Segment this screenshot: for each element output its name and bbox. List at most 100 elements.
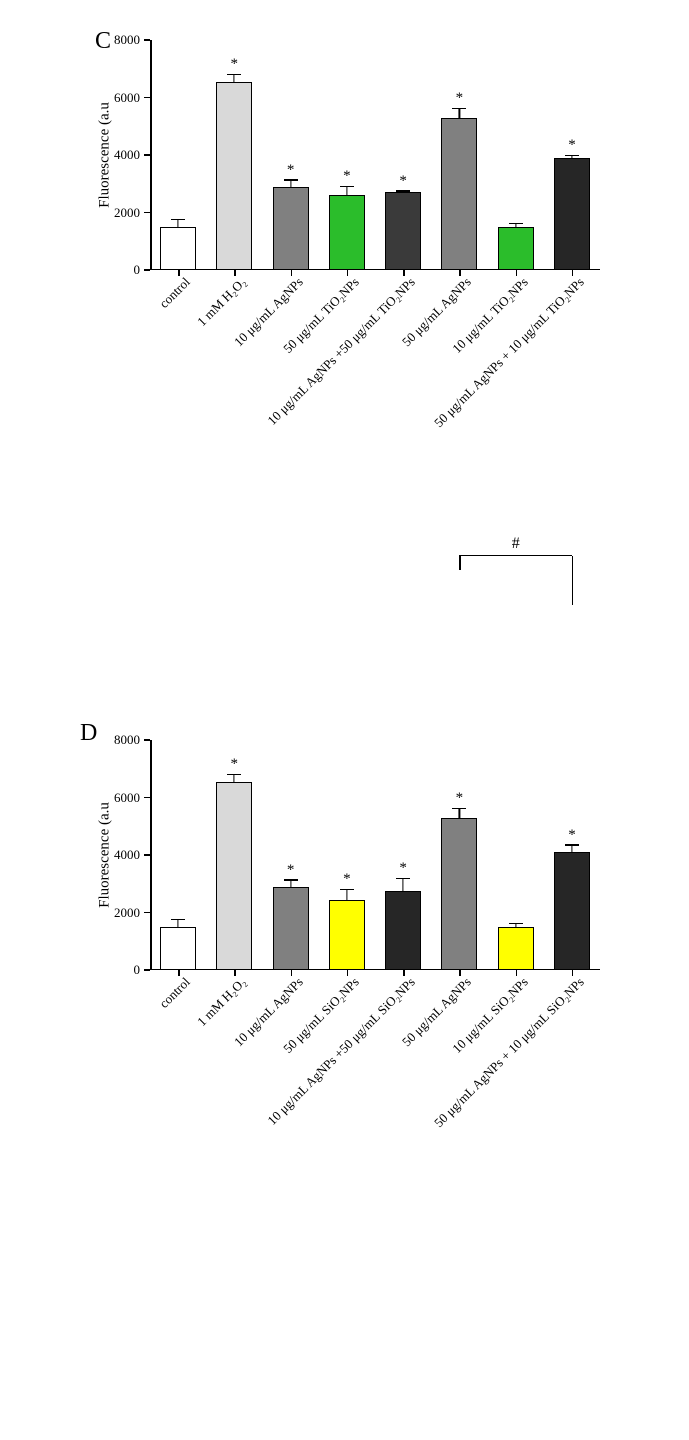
bar-slot: 10 μg/mL AgNPs* [273, 887, 309, 970]
bar [498, 927, 534, 970]
error-bar [403, 878, 404, 892]
bars-container: control1 mM H₂O₂*10 μg/mL AgNPs*50 μg/mL… [150, 40, 600, 270]
significance-marker: * [287, 163, 295, 178]
chart-area: 02000400060008000Fluorescence (a.ucontro… [100, 20, 640, 390]
bar-slot: 50 μg/mL AgNPs + 10 μg/mL TiO₂NPs* [554, 158, 590, 270]
significance-marker: * [399, 861, 407, 876]
bar: * [554, 158, 590, 270]
y-axis-title: Fluorescence (a.u [97, 802, 114, 908]
x-tick-label: 1 mM H₂O₂ [194, 274, 250, 330]
error-bar [346, 186, 347, 196]
error-bar [234, 74, 235, 83]
bar-slot: 50 μg/mL SiO₂NPs* [329, 900, 365, 970]
error-cap [396, 878, 410, 879]
significance-marker: * [231, 57, 239, 72]
error-cap [227, 774, 241, 775]
x-tick [403, 270, 405, 276]
significance-marker: * [343, 872, 351, 887]
plot: 02000400060008000Fluorescence (a.ucontro… [150, 740, 600, 970]
bar-slot: 10 μg/mL AgNPs +50 μg/mL TiO₂NPs* [385, 192, 421, 270]
error-bar [290, 880, 291, 888]
y-tick-label: 4000 [114, 147, 140, 163]
x-tick [291, 970, 293, 976]
error-bar [346, 889, 347, 901]
x-tick [347, 970, 349, 976]
x-tick [572, 270, 574, 276]
bar: * [216, 782, 252, 970]
bar: * [385, 891, 421, 970]
plot: 02000400060008000Fluorescence (a.ucontro… [150, 40, 600, 270]
y-tick-label: 2000 [114, 905, 140, 921]
bracket-label: # [512, 535, 520, 553]
bar-slot: 50 μg/mL AgNPs* [441, 118, 477, 270]
x-tick-label: control [156, 974, 193, 1011]
x-tick [178, 970, 180, 976]
panel-label: D [80, 720, 97, 747]
y-tick-label: 0 [134, 962, 141, 978]
significance-marker: * [343, 169, 351, 184]
y-tick-label: 6000 [114, 90, 140, 106]
error-cap [509, 923, 523, 924]
y-tick-label: 0 [134, 262, 141, 278]
y-tick-label: 6000 [114, 790, 140, 806]
bar-slot: 10 μg/mL AgNPs* [273, 187, 309, 270]
x-tick [291, 270, 293, 276]
bar-slot: 10 μg/mL SiO₂NPs [498, 927, 534, 970]
error-cap [227, 74, 241, 75]
error-cap [452, 808, 466, 809]
y-tick-label: 8000 [114, 732, 140, 748]
bar: * [554, 852, 590, 970]
bar-slot: 10 μg/mL TiO₂NPs [498, 227, 534, 270]
error-cap [284, 179, 298, 180]
error-bar [234, 774, 235, 783]
significance-marker: * [399, 174, 407, 189]
bar-slot: control [160, 927, 196, 970]
error-bar [459, 808, 460, 819]
error-cap [171, 919, 185, 920]
significance-marker: * [456, 791, 464, 806]
x-tick [572, 970, 574, 976]
bar-slot: 50 μg/mL AgNPs* [441, 818, 477, 970]
error-cap [509, 223, 523, 224]
x-tick-label: 1 mM H₂O₂ [194, 974, 250, 1030]
bar [160, 227, 196, 270]
error-cap [396, 190, 410, 191]
significance-marker: * [568, 138, 576, 153]
bar [498, 227, 534, 270]
bar: * [329, 900, 365, 970]
bar: * [273, 887, 309, 970]
bar-slot: control [160, 227, 196, 270]
x-tick [178, 270, 180, 276]
bar-slot: 10 μg/mL AgNPs +50 μg/mL SiO₂NPs* [385, 891, 421, 970]
error-bar [459, 108, 460, 119]
x-tick [403, 970, 405, 976]
bar: * [273, 187, 309, 270]
bar: * [216, 82, 252, 270]
y-tick-label: 4000 [114, 847, 140, 863]
error-cap [340, 889, 354, 890]
x-tick [516, 270, 518, 276]
x-tick [516, 970, 518, 976]
error-bar [290, 180, 291, 188]
y-tick-label: 2000 [114, 205, 140, 221]
x-tick [347, 270, 349, 276]
panel-C: C02000400060008000Fluorescence (a.ucontr… [10, 20, 679, 620]
error-cap [284, 879, 298, 880]
panel-D: D 0 2000 4000 6000 8000 Fluorescence (a.u contr… [10, 720, 679, 1320]
bar-slot: 1 mM H₂O₂* [216, 782, 252, 970]
significance-marker: * [287, 863, 295, 878]
error-cap [565, 844, 579, 845]
significance-marker: * [456, 91, 464, 106]
bar: * [385, 192, 421, 270]
bracket-horizontal [459, 555, 572, 556]
error-cap [452, 108, 466, 109]
chart-area: 0 2000 4000 6000 8000 Fluorescence (a.u contro… [100, 720, 640, 1090]
bar: * [441, 818, 477, 970]
y-tick-label: 8000 [114, 32, 140, 48]
bar-slot: 50 μg/mL AgNPs + 10 μg/mL SiO₂NPs* [554, 852, 590, 970]
significance-marker: * [568, 828, 576, 843]
bar-slot: 50 μg/mL TiO₂NPs* [329, 195, 365, 270]
error-cap [565, 155, 579, 156]
error-cap [171, 219, 185, 220]
error-bar [177, 919, 178, 928]
